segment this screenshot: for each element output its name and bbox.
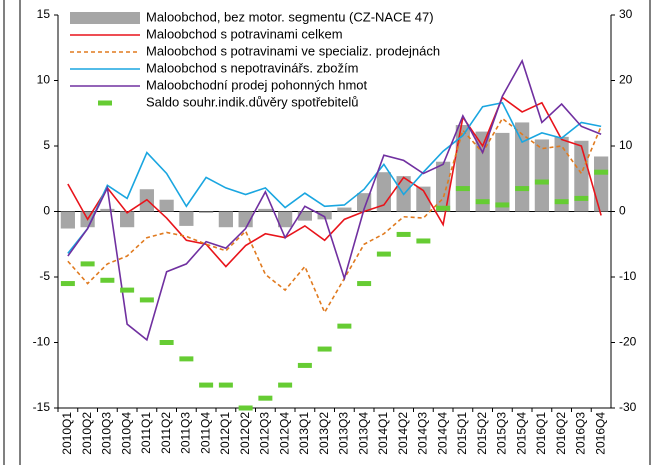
x-tick-label: 2013Q1 (297, 412, 311, 455)
y-tick-label: 5 (43, 138, 50, 152)
x-tick-label: 2012Q3 (258, 412, 272, 455)
y-tick-label: -15 (33, 400, 51, 414)
x-tick-label: 2016Q3 (574, 412, 588, 455)
legend-label: Saldo souhr.indik.důvěry spotřebitelů (146, 94, 358, 109)
bar (258, 208, 273, 212)
bar (278, 211, 293, 228)
y2-tick-label: 0 (619, 204, 626, 218)
x-tick-label: 2013Q2 (317, 412, 331, 455)
bar (337, 207, 352, 212)
x-tick-label: 2015Q2 (475, 412, 489, 455)
legend-label: Maloobchod s potravinami ve specializ. p… (146, 43, 440, 58)
x-tick-label: 2015Q3 (495, 412, 509, 455)
bar (159, 199, 174, 212)
bar (455, 125, 470, 212)
x-tick-label: 2015Q1 (455, 412, 469, 455)
y-tick-label: 15 (37, 7, 51, 21)
bar (534, 139, 549, 212)
bar (376, 172, 391, 212)
x-tick-label: 2012Q4 (277, 412, 291, 455)
bar (100, 208, 115, 212)
y2-tick-label: -10 (619, 269, 637, 283)
bar (60, 211, 75, 229)
x-tick-label: 2010Q4 (119, 412, 133, 455)
bar (515, 122, 530, 212)
bar (554, 136, 569, 212)
x-tick-label: 2016Q1 (534, 412, 548, 455)
x-tick-label: 2014Q4 (435, 412, 449, 455)
bar (594, 156, 609, 212)
legend-label: Maloobchod s potravinami celkem (146, 26, 343, 41)
y-tick-label: 0 (43, 204, 50, 218)
x-tick-label: 2012Q1 (218, 412, 232, 455)
legend-label: Maloobchod, bez motor. segmentu (CZ-NACE… (146, 9, 434, 24)
x-tick-label: 2014Q2 (396, 412, 410, 455)
x-tick-label: 2010Q1 (60, 412, 74, 455)
bar (120, 211, 135, 228)
line (67, 101, 602, 254)
bar (199, 211, 214, 213)
bar (317, 211, 332, 220)
x-tick-label: 2011Q2 (159, 412, 173, 454)
legend-label: Maloobchodní prodej pohonných hmot (146, 77, 368, 92)
x-tick-label: 2010Q2 (80, 412, 94, 455)
x-tick-label: 2014Q1 (376, 412, 390, 455)
x-tick-label: 2013Q4 (356, 412, 370, 455)
x-tick-label: 2012Q2 (238, 412, 252, 455)
y2-tick-label: -20 (619, 335, 637, 349)
x-tick-label: 2011Q4 (198, 412, 212, 454)
y2-tick-label: 30 (619, 7, 633, 21)
y2-tick-label: -30 (619, 400, 637, 414)
bar (179, 211, 194, 226)
bar (297, 211, 312, 221)
x-tick-label: 2015Q4 (514, 412, 528, 455)
y-tick-label: -10 (33, 335, 51, 349)
x-tick-label: 2011Q3 (179, 412, 193, 454)
y-tick-label: 10 (37, 73, 51, 87)
legend-label: Maloobchod s nepotravinářs. zbožím (146, 60, 358, 75)
line (67, 58, 602, 342)
line (67, 96, 602, 268)
bar (475, 131, 490, 212)
bar (495, 132, 510, 212)
y2-tick-label: 20 (619, 73, 633, 87)
y-tick-label: -5 (39, 269, 50, 283)
x-tick-label: 2016Q4 (593, 412, 607, 455)
bar (416, 186, 431, 212)
x-tick-label: 2010Q3 (100, 412, 114, 455)
y2-tick-label: 10 (619, 138, 633, 152)
x-tick-label: 2016Q2 (554, 412, 568, 455)
x-tick-label: 2013Q3 (337, 412, 351, 455)
bar (436, 161, 451, 212)
legend-swatch (70, 12, 140, 24)
x-tick-label: 2011Q1 (139, 412, 153, 454)
bar (218, 211, 233, 228)
x-tick-label: 2014Q3 (416, 412, 430, 455)
